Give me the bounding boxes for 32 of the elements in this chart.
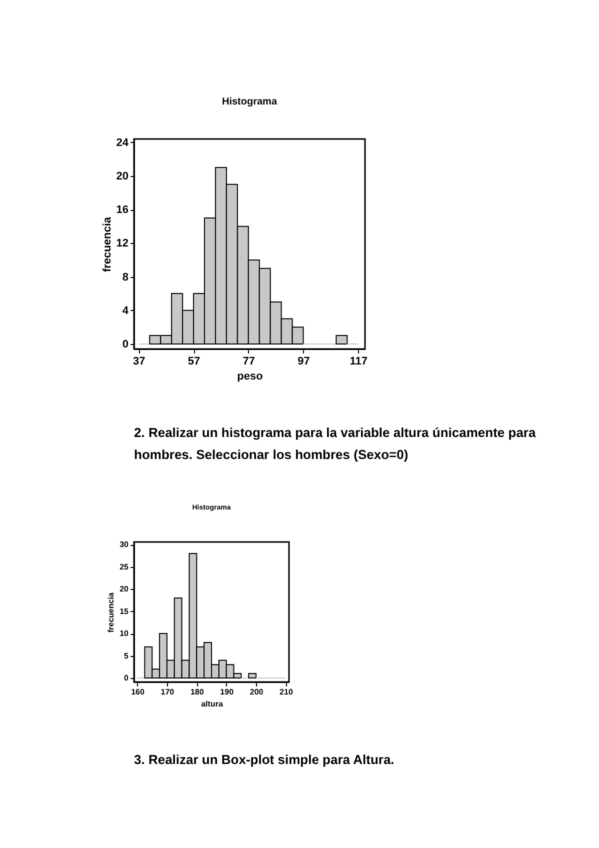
y-tick-label: 25 xyxy=(120,562,130,572)
x-tick-label: 190 xyxy=(220,688,234,696)
y-axis-title: frecuencia xyxy=(101,216,114,272)
y-tick-label: 16 xyxy=(116,204,128,216)
y-tick-label: 0 xyxy=(124,674,130,682)
text: 3. Realizar un Box-plot simple para Altura. xyxy=(134,752,394,767)
y-tick-label: 15 xyxy=(120,606,130,616)
text: 2. Realizar un histograma para la variable altura únicamente para hombres. Seleccionar los hombres (Sexo=0) xyxy=(134,425,536,462)
y-tick-label: 12 xyxy=(116,238,128,250)
y-tick-label: 24 xyxy=(116,136,130,149)
y-tick-label: 20 xyxy=(116,170,128,182)
y-tick-label: 30 xyxy=(120,540,130,550)
y-tick-label: 8 xyxy=(122,271,128,284)
x-tick-label: 37 xyxy=(133,356,146,368)
y-tick-label: 10 xyxy=(120,629,130,638)
chart-title: Histograma xyxy=(222,96,278,108)
x-tick-label: 77 xyxy=(242,356,256,368)
x-tick-label: 97 xyxy=(298,356,310,368)
x-axis-title: peso xyxy=(237,370,264,382)
x-tick-label: 200 xyxy=(250,688,264,696)
y-tick-label: 4 xyxy=(122,304,130,317)
x-tick-label: 117 xyxy=(350,356,368,368)
x-tick-label: 180 xyxy=(190,688,204,696)
y-axis-title: frecuencia xyxy=(106,592,116,633)
x-tick-label: 160 xyxy=(131,688,145,696)
y-tick-label: 5 xyxy=(124,651,130,660)
y-tick-label: 0 xyxy=(122,338,128,350)
x-tick-label: 170 xyxy=(160,688,175,696)
x-tick-label: 210 xyxy=(280,688,294,696)
x-tick-label: 57 xyxy=(188,356,200,368)
y-tick-label: 20 xyxy=(120,584,130,594)
x-axis-title: altura xyxy=(201,700,224,708)
